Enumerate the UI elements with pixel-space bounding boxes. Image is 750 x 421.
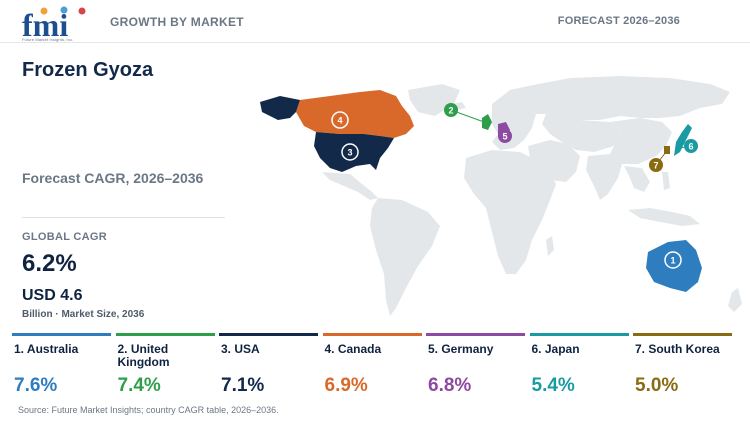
- marker-canada: 4: [331, 111, 349, 129]
- land-madagascar: [546, 236, 554, 256]
- section-label: GROWTH BY MARKET: [110, 15, 244, 29]
- country-japan: [674, 124, 692, 156]
- country-card: 1. Australia 7.6%: [12, 333, 111, 403]
- marker-germany: 5: [498, 129, 512, 143]
- country-card: 5. Germany 6.8%: [426, 333, 525, 403]
- country-cards: 1. Australia 7.6% 2. United Kingdom 7.4% 3. …: [12, 333, 734, 403]
- header: fmi Future Market Insights, Inc. GROWTH …: [0, 0, 750, 43]
- marker-south-korea-label: 7: [653, 161, 658, 171]
- country-card: 4. Canada 6.9%: [322, 333, 422, 403]
- land-central-america: [322, 172, 378, 200]
- country-card-bar: [115, 333, 215, 336]
- logo-subtext: Future Market Insights, Inc.: [22, 37, 74, 42]
- marker-usa: 3: [341, 143, 359, 161]
- country-card: 6. Japan 5.4%: [529, 333, 629, 403]
- country-cagr-value: 7.4%: [117, 375, 161, 396]
- country-cagr-value: 6.8%: [428, 375, 472, 396]
- country-canada: [296, 90, 414, 138]
- fmi-logo-mark: fmi: [22, 6, 86, 38]
- marker-germany-label: 5: [502, 132, 507, 142]
- country-name: 6. Japan: [531, 342, 580, 356]
- marker-japan: 6: [684, 139, 698, 153]
- marker-united-kingdom: 2: [444, 103, 458, 117]
- market-size-value: USD 4.6: [22, 287, 83, 304]
- country-alaska: [260, 96, 300, 120]
- world-map: 3 4 2 5 6 7 1: [260, 76, 742, 316]
- global-cagr-label: GLOBAL CAGR: [22, 231, 107, 243]
- marker-united-kingdom-label: 2: [448, 106, 453, 116]
- country-card-bar: [426, 333, 525, 336]
- marker-australia-label: 1: [670, 256, 675, 266]
- market-size-note: Billion · Market Size, 2036: [22, 309, 145, 320]
- country-name: 2. United Kingdom: [117, 342, 170, 369]
- marker-australia: 1: [664, 251, 682, 269]
- country-united-kingdom: [482, 114, 492, 130]
- source-note: Source: Future Market Insights; country …: [18, 405, 279, 415]
- land-central-asia: [542, 114, 622, 152]
- country-card: 3. USA 7.1%: [219, 333, 318, 403]
- country-card-bar: [529, 333, 629, 336]
- country-card-bar: [633, 333, 732, 336]
- cagr-label: Forecast CAGR, 2026–2036: [22, 170, 204, 186]
- land-philippines: [662, 172, 670, 190]
- land-china: [610, 118, 672, 164]
- country-name: 5. Germany: [428, 342, 494, 356]
- marker-usa-label: 3: [347, 148, 352, 158]
- country-cagr-value: 5.4%: [531, 375, 575, 396]
- land-africa: [464, 150, 556, 274]
- land-india: [586, 154, 622, 200]
- land-new-zealand: [728, 288, 742, 312]
- land-indonesia: [628, 208, 700, 226]
- marker-japan-label: 6: [688, 142, 693, 152]
- divider: [22, 217, 225, 218]
- country-cagr-value: 5.0%: [635, 375, 679, 396]
- country-name: 4. Canada: [324, 342, 382, 356]
- country-cagr-value: 7.6%: [14, 375, 58, 396]
- country-card: 7. South Korea 5.0%: [633, 333, 732, 403]
- land-europe: [492, 86, 536, 150]
- country-name: 7. South Korea: [635, 342, 720, 356]
- country-name: 1. Australia: [14, 342, 79, 356]
- land-southeast-asia: [624, 166, 650, 192]
- marker-canada-label: 4: [337, 116, 342, 126]
- country-card-bar: [219, 333, 318, 336]
- land-south-america: [370, 198, 440, 316]
- country-card-bar: [12, 333, 111, 336]
- fmi-logo: fmi: [22, 6, 92, 46]
- country-cagr-value: 6.9%: [324, 375, 368, 396]
- forecast-label: FORECAST 2026–2036: [557, 15, 680, 27]
- land-russia: [526, 76, 730, 120]
- marker-south-korea: 7: [649, 158, 663, 172]
- land-middle-east: [528, 140, 580, 182]
- global-cagr-value: 6.2%: [22, 250, 77, 277]
- logo-text: fmi: [22, 7, 68, 38]
- country-name: 3. USA: [221, 342, 260, 356]
- country-card-bar: [322, 333, 422, 336]
- page-title: Frozen Gyoza: [22, 59, 154, 81]
- country-cagr-value: 7.1%: [221, 375, 265, 396]
- country-card: 2. United Kingdom 7.4%: [115, 333, 215, 403]
